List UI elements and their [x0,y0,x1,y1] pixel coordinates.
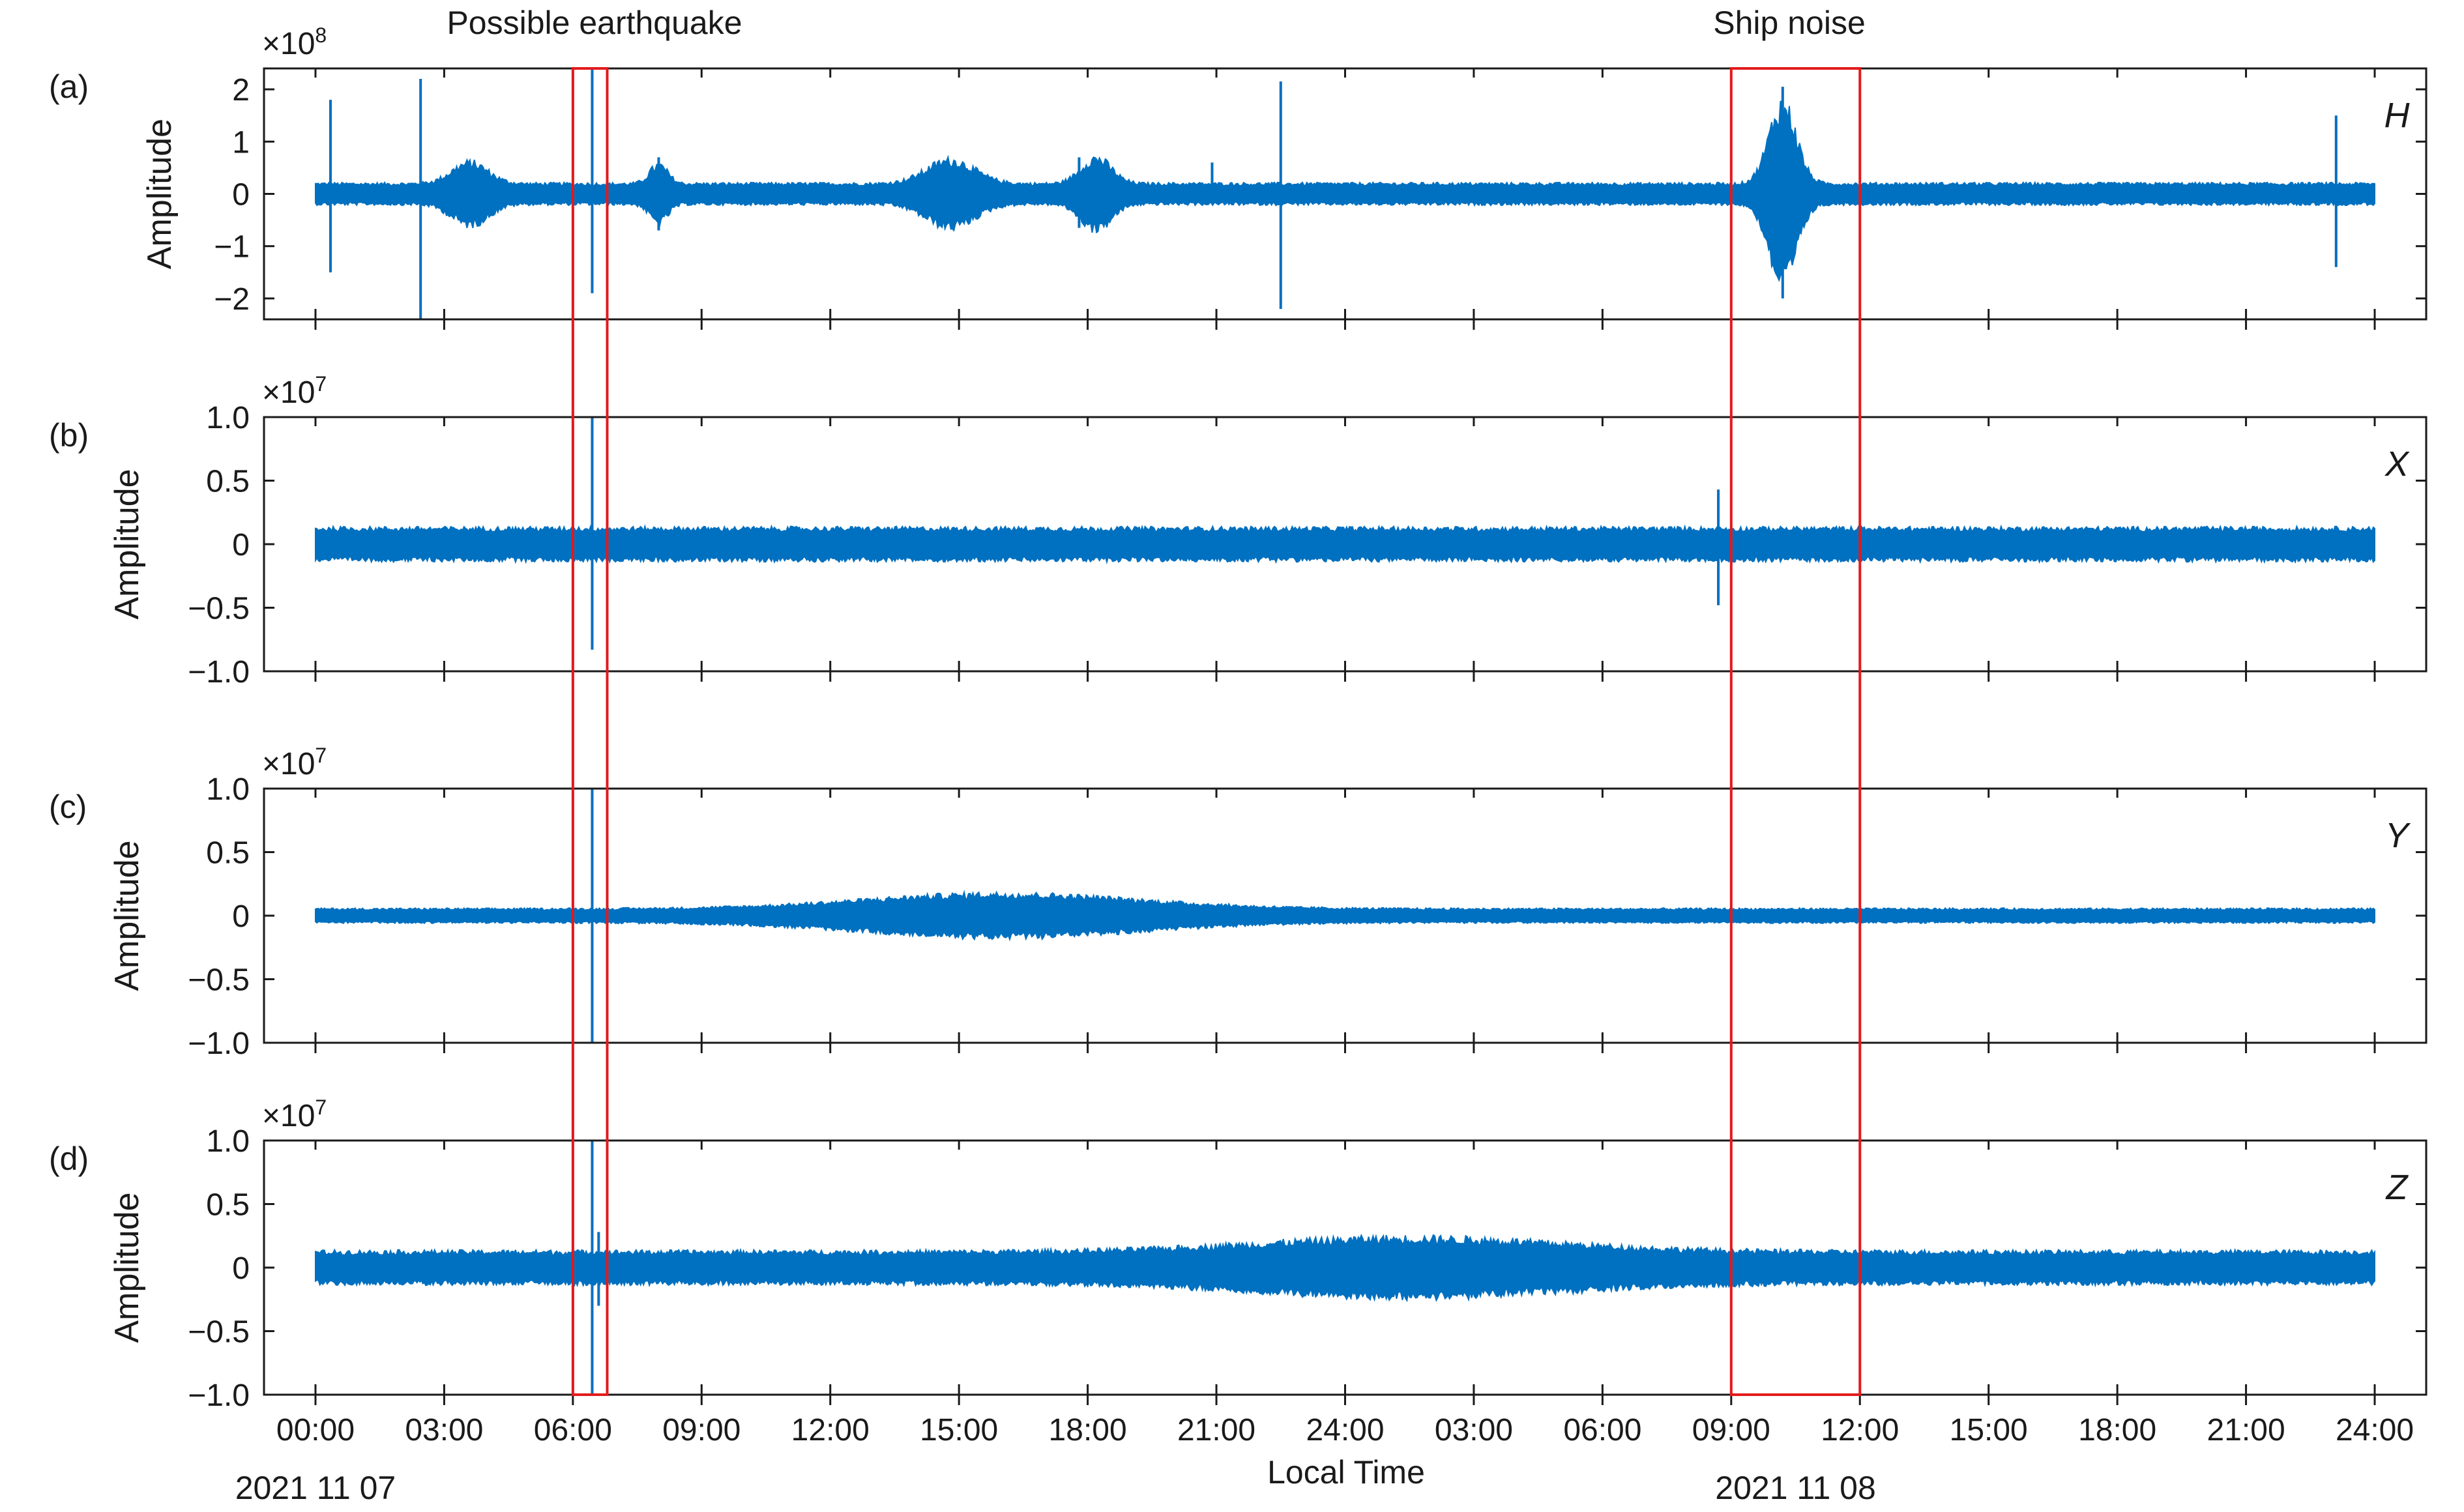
y-multiplier: ×107 [262,744,327,781]
y-multiplier-exponent: 7 [315,372,327,396]
y-tick-label: 0.5 [206,1188,250,1223]
annotations: Possible earthquake Ship noise [447,5,1865,41]
x-tick-label: 12:00 [791,1413,870,1447]
annotation-ship-noise: Ship noise [1713,5,1866,41]
panel-b: −1.0 −0.5 0 0.5 1.0 Amplitude ×107 (b) X [49,372,2427,690]
x-tick-label: 21:00 [2207,1413,2285,1447]
y-tick-label: −2 [214,282,250,317]
x-axis: Local Time 00:00 03:00 06:00 09:00 12:00 15:0… [235,1413,2414,1506]
x-tick-label: 12:00 [1821,1413,1899,1447]
panel-tag: (c) [49,789,87,825]
y-tick-label: 0 [232,528,250,562]
x-tick-label: 24:00 [1306,1413,1384,1447]
component-label: H [2384,96,2411,135]
highlight-boxes [571,67,1862,1396]
x-tick-label: 21:00 [1177,1413,1255,1447]
y-tick-label: −1.0 [188,1026,250,1061]
component-label: Y [2385,816,2411,855]
x-tick-label: 18:00 [2078,1413,2156,1447]
y-multiplier: ×107 [262,1096,327,1133]
x-tick-label: 00:00 [276,1413,355,1447]
x-tick-label: 18:00 [1049,1413,1127,1447]
y-tick-label: −0.5 [188,963,250,998]
y-tick-label: 0.5 [206,465,250,499]
date-label: 2021 11 07 [235,1470,396,1506]
x-tick-label: 09:00 [1692,1413,1770,1447]
y-tick-label: −0.5 [188,592,250,626]
x-tick-label: 03:00 [405,1413,483,1447]
y-multiplier-exponent: 7 [315,744,327,767]
panel-tag: (a) [49,68,89,105]
signal-trace-H [315,100,2375,282]
panels: −2 −1 0 1 2 Amplitude ×108 (a) H −1.0 −0.5 0 0.5 1.0 A… [49,23,2427,1413]
x-tick-label: 03:00 [1435,1413,1513,1447]
y-tick-label: 1 [232,125,250,160]
y-tick-label: −1.0 [188,655,250,690]
y-tick-label: 1.0 [206,1124,250,1159]
y-multiplier: ×108 [262,23,327,61]
date-label: 2021 11 08 [1715,1470,1876,1506]
x-tick-label: 15:00 [1950,1413,2028,1447]
y-tick-label: 0 [232,899,250,934]
x-tick-label: 15:00 [920,1413,998,1447]
signal-trace-Z [315,1233,2375,1303]
component-label: Z [2385,1168,2409,1207]
y-tick-label: 0.5 [206,836,250,871]
y-tick-label: 0 [232,178,250,212]
panel-tag: (d) [49,1141,89,1177]
x-axis-label: Local Time [1267,1454,1425,1490]
y-axis-label: Amplitude [108,1192,146,1343]
y-tick-label: 1.0 [206,401,250,435]
y-axis-label: Amplitude [108,840,146,991]
signal-trace-X [315,524,2375,565]
y-axis-label: Amplitude [141,119,179,269]
y-multiplier: ×107 [262,372,327,410]
x-tick-label: 24:00 [2336,1413,2414,1447]
y-tick-label: −1.0 [188,1378,250,1413]
panel-tag: (b) [49,417,89,454]
component-label: X [2384,444,2410,484]
y-axis-label: Amplitude [108,469,146,619]
panel-a: −2 −1 0 1 2 Amplitude ×108 (a) H [49,23,2427,330]
y-multiplier-exponent: 8 [315,23,327,47]
annotation-earthquake: Possible earthquake [447,5,742,41]
y-tick-label: −0.5 [188,1315,250,1350]
y-tick-label: 0 [232,1251,250,1286]
panel-c: −1.0 −0.5 0 0.5 1.0 Amplitude ×107 (c) Y [49,744,2427,1061]
y-tick-label: 1.0 [206,772,250,807]
x-tick-label: 06:00 [534,1413,612,1447]
panel-d: −1.0 −0.5 0 0.5 1.0 Amplitude ×107 (d) Z [49,1096,2427,1413]
x-tick-label: 09:00 [662,1413,741,1447]
highlight-box [571,67,609,1396]
x-tick-label: 06:00 [1563,1413,1641,1447]
y-tick-label: −1 [214,230,250,265]
y-multiplier-exponent: 7 [315,1096,327,1119]
highlight-box [1729,67,1862,1396]
y-tick-label: 2 [232,73,250,108]
signal-trace-Y [315,890,2375,942]
